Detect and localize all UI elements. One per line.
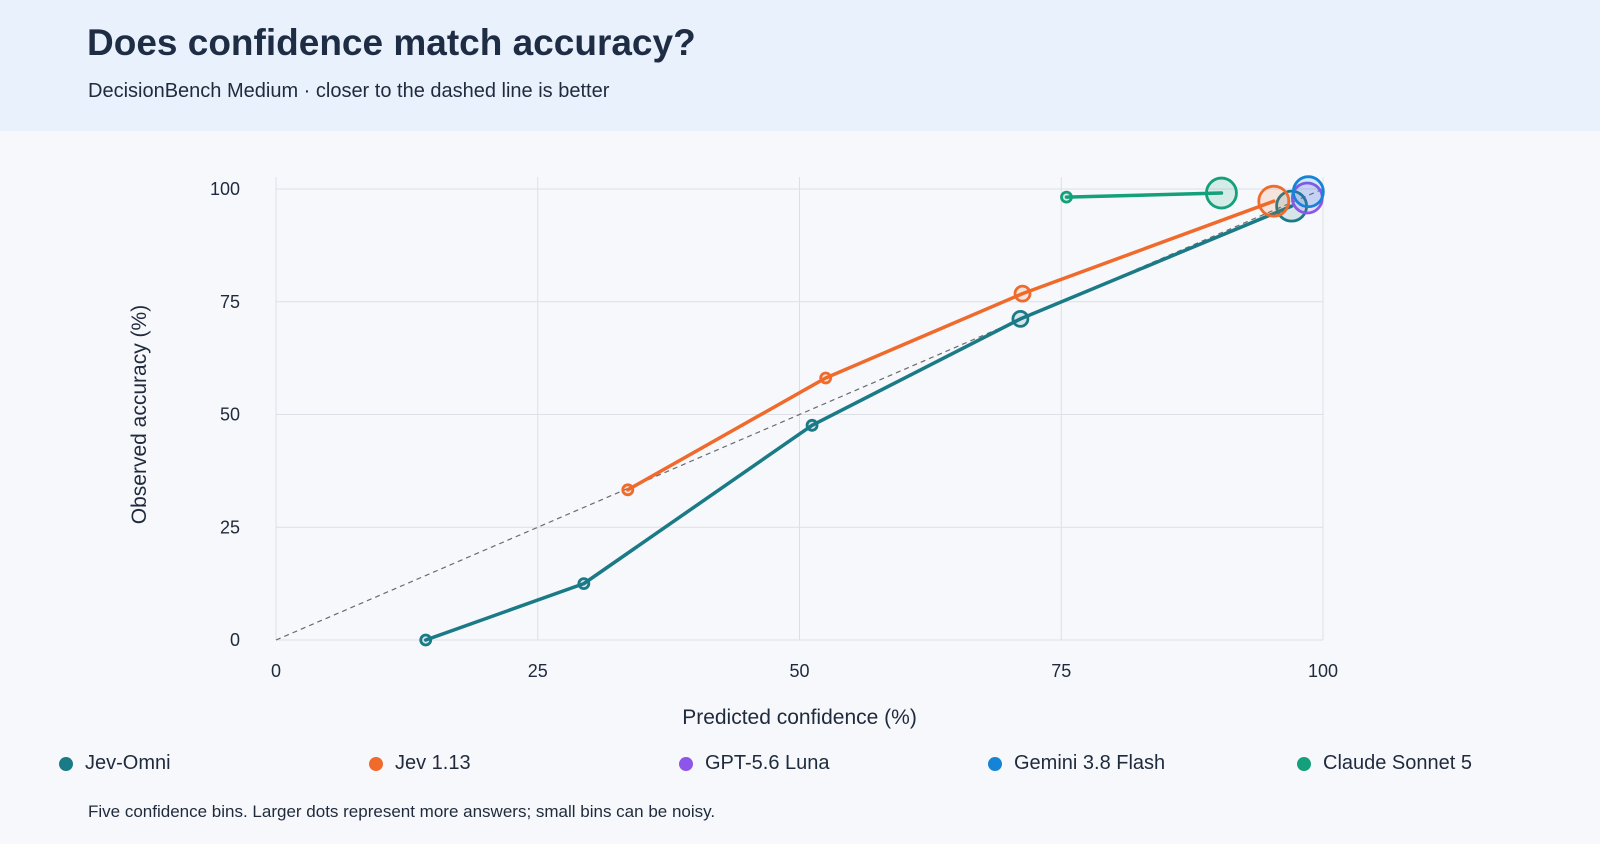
data-point [1011, 309, 1030, 328]
data-point [577, 577, 591, 591]
data-point [1291, 175, 1325, 209]
series-line [423, 204, 1294, 642]
data-point [805, 418, 819, 432]
axis-ticks: 0 25 50 75 100 0 25 50 75 100 [210, 179, 1338, 681]
x-tick-label: 100 [1308, 661, 1338, 681]
x-tick-label: 25 [528, 661, 548, 681]
data-point [1013, 284, 1032, 303]
series-line [1064, 191, 1224, 199]
legend-label: Gemini 3.8 Flash [1014, 752, 1166, 774]
series-layer [419, 175, 1325, 647]
x-tick-label: 75 [1051, 661, 1071, 681]
page-title: Does confidence match accuracy? [87, 22, 696, 63]
chart-footnote: Five confidence bins. Larger dots repres… [88, 802, 716, 821]
legend-label: Claude Sonnet 5 [1323, 752, 1473, 774]
series-group [1060, 176, 1238, 210]
legend-item: Jev 1.13 [369, 752, 471, 775]
legend-swatch [988, 756, 1002, 771]
series-group [1291, 175, 1325, 209]
legend-swatch [679, 756, 693, 771]
legend-item: Jev-Omni [59, 752, 171, 775]
data-point [819, 371, 833, 385]
legend-swatch [369, 756, 383, 771]
chart-legend: Jev-Omni Jev 1.13 GPT-5.6 Luna Gemini 3.8 F… [0, 752, 1600, 782]
data-point [1257, 184, 1291, 218]
y-tick-label: 75 [220, 292, 240, 312]
x-tick-label: 50 [789, 661, 809, 681]
legend-label: GPT-5.6 Luna [705, 752, 830, 774]
legend-item: Claude Sonnet 5 [1297, 752, 1472, 775]
data-point [1205, 176, 1238, 210]
data-point [1060, 190, 1073, 204]
x-tick-label: 0 [271, 661, 281, 681]
y-tick-label: 50 [220, 405, 240, 425]
page-subtitle: DecisionBench Medium · closer to the das… [88, 80, 610, 102]
series-line [626, 199, 1276, 492]
legend-swatch [59, 756, 73, 771]
y-tick-label: 0 [230, 630, 240, 650]
legend-label: Jev 1.13 [395, 752, 471, 774]
data-point [419, 633, 433, 647]
legend-item: GPT-5.6 Luna [679, 752, 830, 775]
y-tick-label: 100 [210, 179, 240, 199]
legend-label: Jev-Omni [85, 752, 171, 774]
calibration-chart: 0 25 50 75 100 0 25 50 75 100 Predicted confidenc… [128, 175, 1338, 729]
data-point [621, 483, 635, 497]
legend-item: Gemini 3.8 Flash [988, 752, 1165, 775]
chart-grid [275, 177, 1324, 641]
x-axis-label: Predicted confidence (%) [682, 706, 917, 729]
series-group [419, 189, 1308, 647]
y-axis-label: Observed accuracy (%) [128, 305, 151, 524]
perfect-calibration-line [275, 188, 1324, 641]
series-group [621, 184, 1291, 497]
y-tick-label: 25 [220, 517, 240, 537]
header-band: Does confidence match accuracy? Decision… [0, 0, 1600, 131]
legend-swatch [1297, 756, 1311, 771]
